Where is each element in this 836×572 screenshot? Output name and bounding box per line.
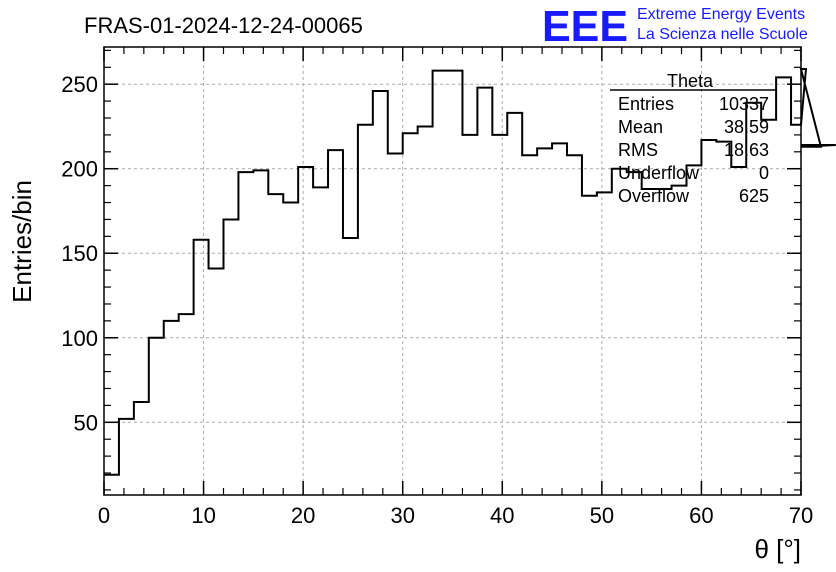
plot-frame: [103, 46, 802, 496]
x-tick-label: 10: [191, 503, 215, 528]
chart-title: FRAS-01-2024-12-24-00065: [84, 13, 363, 38]
y-axis-label: Entries/bin: [7, 180, 37, 303]
y-tick-label: 250: [61, 72, 98, 97]
eee-logo-line2: La Scienza nelle Scuole: [637, 26, 808, 43]
x-tick-label: 0: [98, 503, 110, 528]
x-axis-label: θ [°]: [754, 534, 801, 564]
stats-row-label: Overflow: [618, 186, 690, 206]
x-tick-label: 20: [291, 503, 315, 528]
stats-row-value: 10337: [719, 94, 769, 114]
y-tick-label: 200: [61, 157, 98, 182]
y-tick-label: 50: [74, 410, 98, 435]
stats-box: Theta Entries 10337 Mean 38.59 RMS 18.63…: [610, 71, 776, 206]
stats-row-value: 625: [739, 186, 769, 206]
x-tick-label: 50: [590, 503, 614, 528]
axis-ticks: [103, 47, 802, 495]
eee-logo: EEE Extreme Energy Events La Scienza nel…: [542, 2, 808, 51]
stats-row-label: Underflow: [618, 163, 700, 183]
stats-row-value: 0: [759, 163, 769, 183]
grid-lines: [104, 47, 801, 495]
eee-logo-mark: EEE: [542, 2, 628, 51]
x-tick-label: 30: [390, 503, 414, 528]
stats-name: Theta: [667, 71, 714, 91]
stats-row-label: RMS: [618, 140, 658, 160]
y-tick-label: 100: [61, 326, 98, 351]
x-tick-labels: 0 10 20 30 40 50 60 70: [98, 503, 813, 528]
y-tick-labels: 50 100 150 200 250: [61, 72, 98, 435]
stats-row-value: 38.59: [724, 117, 769, 137]
eee-logo-line1: Extreme Energy Events: [637, 6, 805, 23]
histogram-series-line: [104, 67, 836, 476]
y-tick-label: 150: [61, 241, 98, 266]
x-tick-label: 60: [689, 503, 713, 528]
stats-row-label: Entries: [618, 94, 674, 114]
stats-row-label: Mean: [618, 117, 663, 137]
x-tick-label: 70: [789, 503, 813, 528]
x-tick-label: 40: [490, 503, 514, 528]
stats-row-value: 18.63: [724, 140, 769, 160]
